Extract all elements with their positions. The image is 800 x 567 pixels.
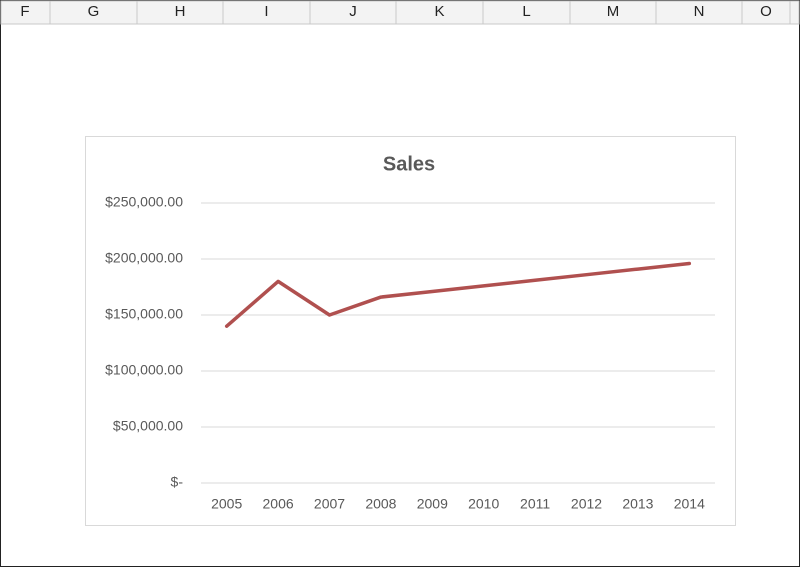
y-tick-label: $150,000.00 [105,306,183,322]
column-header[interactable]: M [607,3,620,20]
data-line [224,261,692,328]
x-tick-label: 2011 [520,496,550,512]
column-header[interactable]: N [694,3,705,20]
x-tick-label: 2010 [468,496,499,512]
y-tick-label: $100,000.00 [105,362,183,378]
x-tick-label: 2014 [674,496,705,512]
column-header[interactable]: H [175,3,186,20]
x-tick-label: 2009 [417,496,448,512]
column-header[interactable]: F [20,3,29,20]
column-header[interactable]: G [88,3,100,20]
chart-title: Sales [383,153,435,175]
column-header[interactable]: I [264,3,268,20]
column-header-bar [0,0,800,25]
x-tick-label: 2007 [314,496,345,512]
x-tick-label: 2013 [622,496,653,512]
x-tick-label: 2008 [365,496,396,512]
column-header[interactable]: J [349,3,357,20]
y-tick-label: $50,000.00 [113,418,183,434]
y-tick-label: $250,000.00 [105,194,183,210]
x-tick-label: 2005 [211,496,242,512]
x-tick-label: 2006 [263,496,294,512]
x-tick-label: 2012 [571,496,602,512]
chart-area[interactable] [85,136,736,526]
y-tick-label: $- [171,474,184,490]
column-header[interactable]: O [760,3,772,20]
column-header[interactable]: L [522,3,530,20]
y-tick-label: $200,000.00 [105,250,183,266]
column-header[interactable]: K [434,3,444,20]
